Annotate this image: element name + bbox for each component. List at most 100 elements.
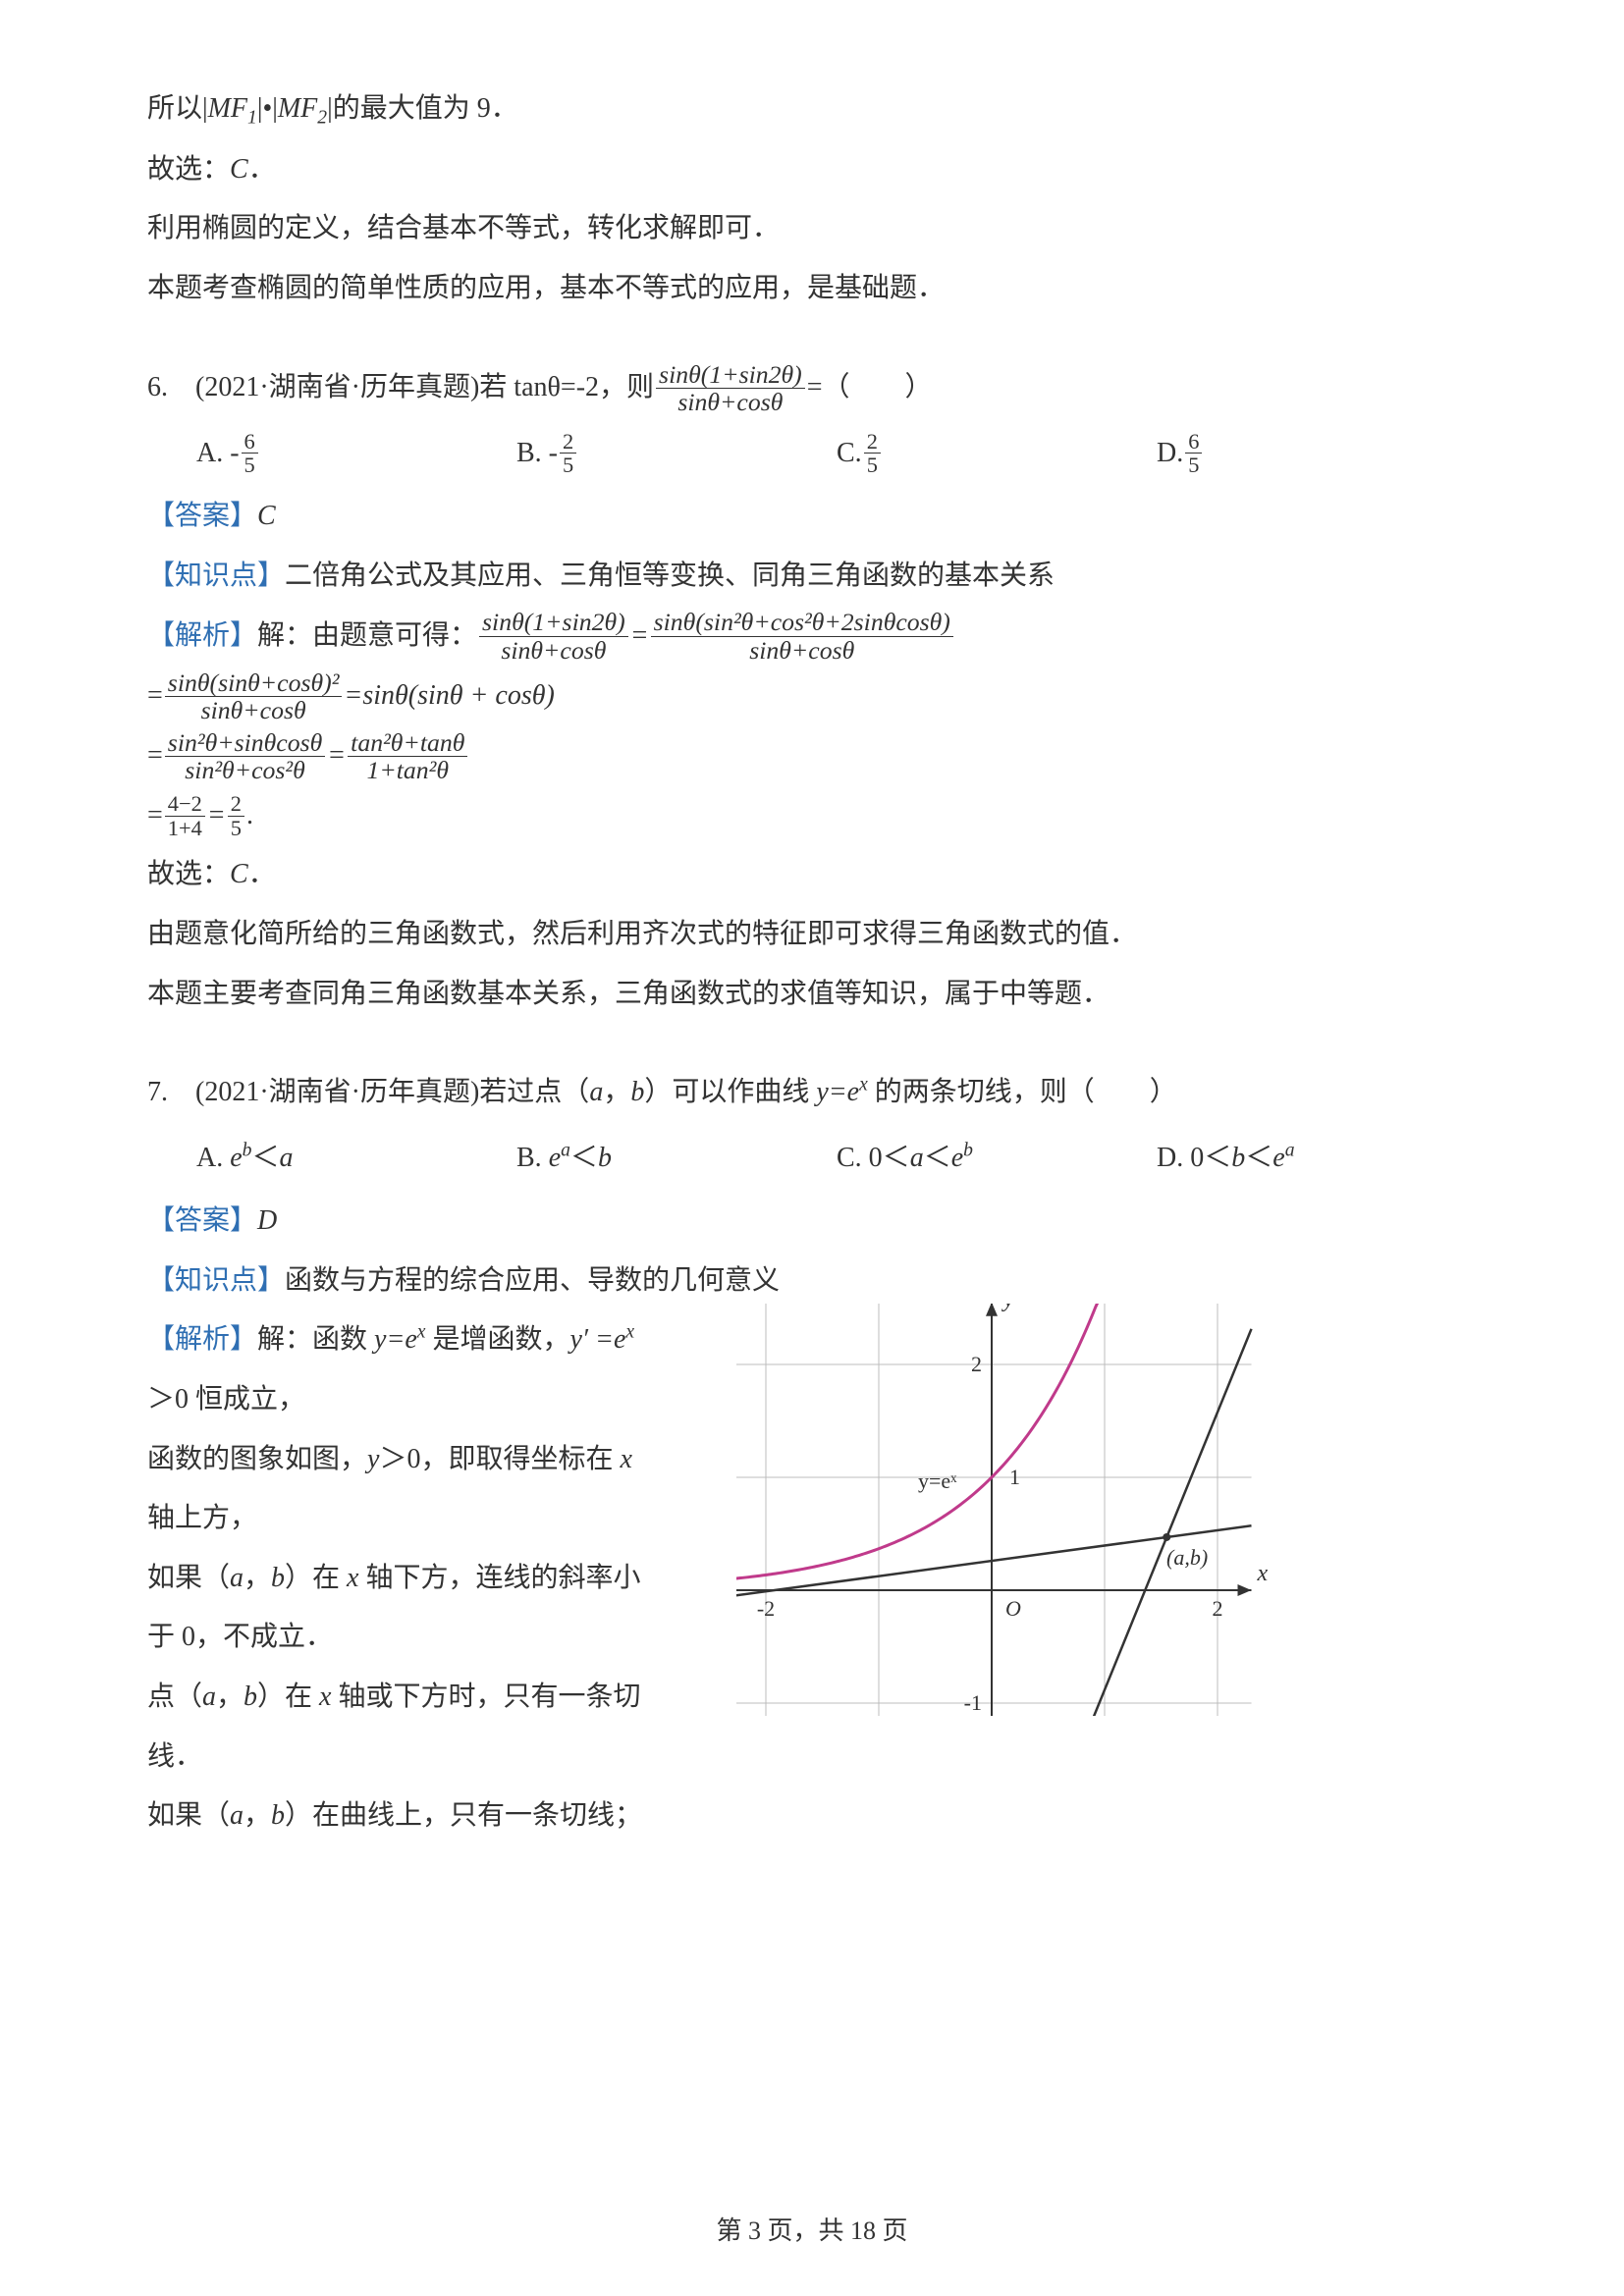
- q6-explain-step4: = 4−21+4 = 25 .: [147, 789, 1477, 843]
- sub2: 2: [317, 108, 327, 129]
- q5-line3: 利用椭圆的定义，结合基本不等式，转化求解即可．: [147, 202, 1477, 256]
- supa: a: [561, 1140, 570, 1160]
- num: 6: [1185, 430, 1202, 454]
- q6-options: A. -65 B. -25 C. 25 D. 65: [196, 427, 1477, 481]
- q7-exp-line3: 函数的图象如图，y＞0，即取得坐标在 x: [147, 1433, 697, 1487]
- svg-text:y: y: [1001, 1304, 1014, 1312]
- rel: ＜: [924, 1143, 951, 1173]
- yex: y=e: [374, 1324, 417, 1355]
- text: 故选：: [147, 154, 230, 185]
- yex: y=e: [816, 1077, 859, 1107]
- text: 点（: [147, 1682, 202, 1712]
- mf2: MF: [278, 93, 317, 124]
- kp-label: 【知识点】: [147, 1265, 285, 1296]
- kp-label: 【知识点】: [147, 561, 285, 591]
- q6-option-a: A. -65: [196, 427, 516, 481]
- q7-body-with-figure: 【解析】解：函数 y=ex 是增函数，y′ =ex ＞0 恒成立， 函数的图象如…: [147, 1313, 1477, 1842]
- q7-answer: 【答案】D: [147, 1195, 1477, 1249]
- den: sinθ+cosθ: [656, 388, 805, 415]
- page-total: 18: [850, 2216, 876, 2245]
- q7-options: A. eb＜a B. ea＜b C. 0＜a＜eb D. 0＜b＜ea: [196, 1132, 1477, 1186]
- a: a: [589, 1077, 603, 1107]
- supb: b: [243, 1140, 252, 1160]
- text: 函数的图象如图，: [147, 1444, 367, 1474]
- q6-knowledge: 【知识点】二倍角公式及其应用、三角恒等变换、同角三角函数的基本关系: [147, 550, 1477, 604]
- label: C.: [837, 427, 862, 481]
- text: |的最大值为 9．: [327, 93, 518, 124]
- den: 5: [864, 453, 881, 477]
- q5-line1: 所以|MF1|•|MF2|的最大值为 9．: [147, 82, 1477, 137]
- page: 所以|MF1|•|MF2|的最大值为 9． 故选：C． 利用椭圆的定义，结合基本…: [0, 0, 1624, 2296]
- a: a: [202, 1682, 216, 1712]
- svg-text:-1: -1: [964, 1690, 982, 1715]
- text: ．: [248, 859, 276, 889]
- label: B. -: [516, 427, 558, 481]
- q6-select: 故选：C．: [147, 848, 1477, 902]
- q7-option-d: D. 0＜b＜ea: [1157, 1132, 1477, 1186]
- den: 5: [242, 453, 258, 477]
- den: sinθ+cosθ: [165, 696, 343, 723]
- num: tan²θ+tanθ: [348, 729, 467, 756]
- text: ，: [216, 1682, 244, 1712]
- svg-text:y=eˣ: y=eˣ: [918, 1468, 957, 1493]
- a: a: [230, 1563, 244, 1593]
- text: ．: [248, 154, 276, 185]
- eq: =: [207, 789, 226, 843]
- text: ，: [244, 1800, 271, 1831]
- exp-label: 【解析】: [147, 1324, 257, 1355]
- q7-exp-line9: 如果（a，b）在曲线上，只有一条切线；: [147, 1789, 697, 1843]
- x: x: [347, 1563, 358, 1593]
- num: sinθ(1+sin2θ): [656, 361, 805, 388]
- sup: x: [859, 1075, 868, 1095]
- b: b: [244, 1682, 257, 1712]
- x: x: [620, 1444, 631, 1474]
- page-footer: 第 3 页，共 18 页: [0, 2207, 1624, 2257]
- num: 4−2: [165, 792, 205, 816]
- text: 页: [876, 2216, 908, 2245]
- num: 6: [242, 430, 258, 454]
- den: sinθ+cosθ: [651, 636, 953, 664]
- label: A. -: [196, 427, 240, 481]
- den: sin²θ+cos²θ: [165, 756, 325, 783]
- q5-line2: 故选：C．: [147, 143, 1477, 197]
- eq: =: [147, 789, 163, 843]
- yprime: y′ =e: [570, 1324, 626, 1355]
- den: sinθ+cosθ: [479, 636, 628, 664]
- svg-text:2: 2: [1213, 1596, 1223, 1621]
- sub1: 1: [247, 108, 257, 129]
- num: 2: [560, 430, 576, 454]
- text: 是增函数，: [425, 1324, 569, 1355]
- q7-figure: -22-112Oxyy=eˣ(a,b): [736, 1304, 1286, 1735]
- text: ，: [244, 1563, 271, 1593]
- text: 的两条切线，则（ ）: [868, 1077, 1177, 1107]
- num: sin²θ+sinθcosθ: [165, 729, 325, 756]
- q7-exp-line4: 轴上方，: [147, 1492, 697, 1546]
- num: sinθ(1+sin2θ): [479, 609, 628, 635]
- answer: C: [230, 154, 248, 185]
- q7-option-b: B. ea＜b: [516, 1132, 837, 1186]
- label: C. 0＜: [837, 1143, 910, 1173]
- kp-text: 二倍角公式及其应用、三角恒等变换、同角三角函数的基本关系: [285, 561, 1055, 591]
- q6-option-b: B. -25: [516, 427, 837, 481]
- b: b: [271, 1800, 285, 1831]
- q6-answer: 【答案】C: [147, 490, 1477, 544]
- svg-text:x: x: [1257, 1561, 1269, 1586]
- rhs: b: [598, 1143, 612, 1173]
- q7-exp-line2: ＞0 恒成立，: [147, 1373, 697, 1427]
- text: 第: [716, 2216, 748, 2245]
- page-num: 3: [748, 2216, 761, 2245]
- q7-option-c: C. 0＜a＜eb: [837, 1132, 1157, 1186]
- end: .: [246, 789, 253, 843]
- e: e: [230, 1143, 242, 1173]
- answer-value: C: [257, 501, 276, 531]
- exp-curve-figure: -22-112Oxyy=eˣ(a,b): [736, 1304, 1286, 1716]
- den: 5: [1185, 453, 1202, 477]
- q6-explain-step3: = sin²θ+sinθcosθsin²θ+cos²θ = tan²θ+tanθ…: [147, 729, 1477, 783]
- answer-value: D: [257, 1205, 277, 1236]
- den: 5: [228, 816, 244, 840]
- svg-text:-2: -2: [757, 1596, 775, 1621]
- rel: ＜: [570, 1143, 598, 1173]
- q6-option-d: D. 65: [1157, 427, 1477, 481]
- num: sinθ(sinθ+cosθ)²: [165, 669, 343, 696]
- text: 7. (2021·湖南省·历年真题)若过点（: [147, 1077, 589, 1107]
